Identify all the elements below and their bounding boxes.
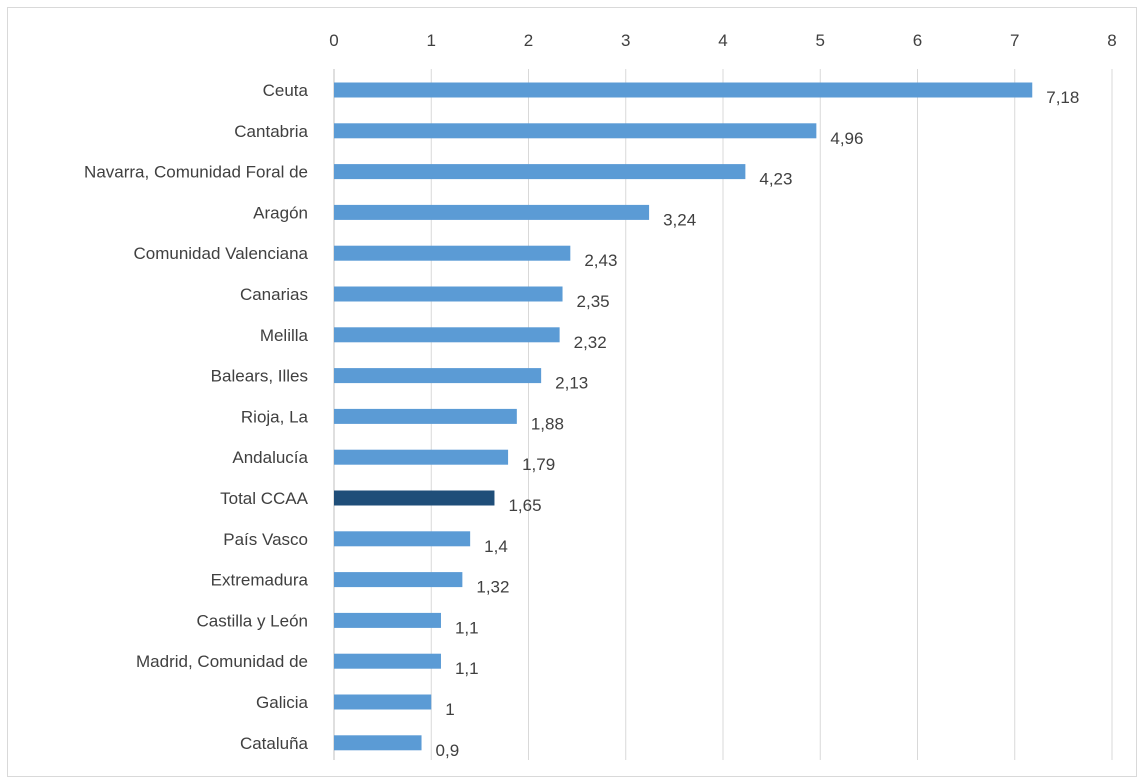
data-label: 3,24 [663, 210, 696, 229]
category-label: Aragón [253, 203, 308, 222]
category-label: Balears, Illes [211, 367, 308, 386]
data-label: 1,65 [508, 496, 541, 515]
bar [334, 572, 463, 588]
bar [334, 123, 817, 139]
category-label: Cataluña [240, 734, 309, 753]
category-label: Galicia [256, 693, 309, 712]
x-tick-label: 5 [816, 31, 825, 50]
bar [334, 531, 471, 547]
x-tick-label: 3 [621, 31, 630, 50]
x-tick-label: 6 [913, 31, 922, 50]
data-label: 4,96 [830, 129, 863, 148]
bar [334, 490, 495, 506]
data-label: 1,4 [484, 537, 508, 556]
x-tick-label: 4 [718, 31, 727, 50]
data-label: 1,1 [455, 659, 479, 678]
category-label: Extremadura [211, 571, 309, 590]
x-tick-label: 0 [329, 31, 338, 50]
category-label: Madrid, Comunidad de [136, 652, 308, 671]
data-label: 7,18 [1046, 88, 1079, 107]
bar [334, 204, 650, 220]
category-label: Navarra, Comunidad Foral de [84, 163, 308, 182]
category-label: Comunidad Valenciana [133, 244, 308, 263]
bar [334, 286, 563, 302]
data-label: 2,32 [574, 333, 607, 352]
category-label: País Vasco [223, 530, 308, 549]
data-label: 1 [445, 700, 454, 719]
data-label: 2,43 [584, 251, 617, 270]
x-tick-label: 2 [524, 31, 533, 50]
category-label: Rioja, La [241, 407, 309, 426]
bar [334, 408, 517, 424]
data-label: 1,32 [476, 578, 509, 597]
bar [334, 612, 441, 628]
x-tick-label: 1 [427, 31, 436, 50]
data-label: 0,9 [436, 741, 460, 760]
data-label: 1,1 [455, 618, 479, 637]
category-label: Ceuta [263, 81, 309, 100]
bar [334, 245, 571, 261]
bar [334, 368, 542, 384]
data-label: 2,35 [577, 292, 610, 311]
bar [334, 449, 509, 465]
category-label: Castilla y León [196, 611, 308, 630]
category-label: Canarias [240, 285, 308, 304]
category-label: Cantabria [234, 122, 308, 141]
bar [334, 82, 1033, 98]
bar [334, 653, 441, 669]
bar [334, 735, 422, 751]
data-label: 2,13 [555, 374, 588, 393]
data-label: 1,79 [522, 455, 555, 474]
x-tick-label: 7 [1010, 31, 1019, 50]
data-label: 4,23 [759, 170, 792, 189]
bar [334, 694, 432, 710]
data-label: 1,88 [531, 414, 564, 433]
category-label: Melilla [260, 326, 309, 345]
x-tick-label: 8 [1107, 31, 1116, 50]
bar [334, 164, 746, 180]
bar [334, 327, 560, 343]
category-label: Total CCAA [220, 489, 309, 508]
category-label: Andalucía [232, 448, 308, 467]
